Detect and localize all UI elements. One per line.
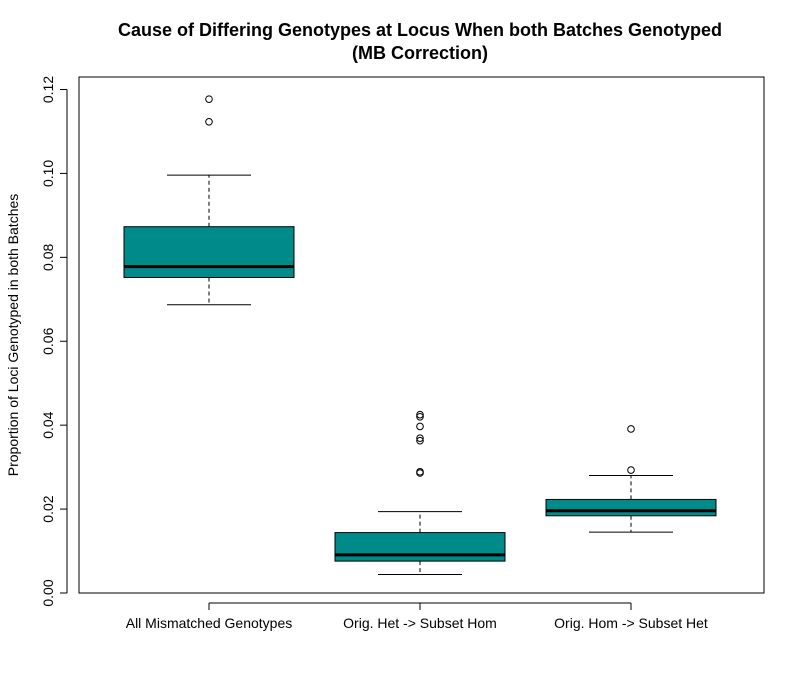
- y-tick-label: 0.06: [40, 327, 56, 354]
- outlier-point: [627, 425, 635, 433]
- outlier-point: [205, 95, 213, 103]
- plot-frame: [78, 76, 765, 594]
- y-tick-label: 0.00: [40, 579, 56, 606]
- outlier-point: [627, 466, 635, 474]
- y-axis: 0.00 0.02 0.04 0.06 0.08 0.10 0.12: [40, 76, 68, 607]
- y-tick-label: 0.08: [40, 243, 56, 270]
- x-axis: All Mismatched Genotypes Orig. Het -> Sub…: [126, 602, 708, 631]
- iqr-box: [123, 226, 295, 278]
- iqr-box: [545, 498, 717, 517]
- y-tick-label: 0.04: [40, 411, 56, 438]
- y-axis-label: Proportion of Loci Genotyped in both Bat…: [5, 194, 21, 477]
- boxes-group: [123, 95, 717, 576]
- outlier-point: [416, 422, 424, 431]
- outlier-point: [416, 410, 424, 419]
- box-1: [123, 95, 295, 306]
- y-tick-label: 0.02: [40, 495, 56, 522]
- chart-subtitle: (MB Correction): [352, 43, 488, 63]
- outlier-point: [416, 436, 424, 445]
- x-tick-label: All Mismatched Genotypes: [126, 615, 293, 631]
- y-tick-label: 0.12: [40, 76, 56, 103]
- chart-title: Cause of Differing Genotypes at Locus Wh…: [118, 20, 722, 40]
- outlier-point: [416, 434, 424, 442]
- box-3: [545, 425, 717, 533]
- x-tick-label: Orig. Hom -> Subset Het: [554, 615, 708, 631]
- box-2: [334, 410, 506, 576]
- outlier-point: [416, 467, 424, 476]
- outlier-point: [205, 118, 213, 126]
- x-tick-label: Orig. Het -> Subset Hom: [343, 615, 497, 631]
- iqr-box: [334, 532, 506, 562]
- outlier-point: [416, 412, 424, 421]
- y-tick-label: 0.10: [40, 160, 56, 187]
